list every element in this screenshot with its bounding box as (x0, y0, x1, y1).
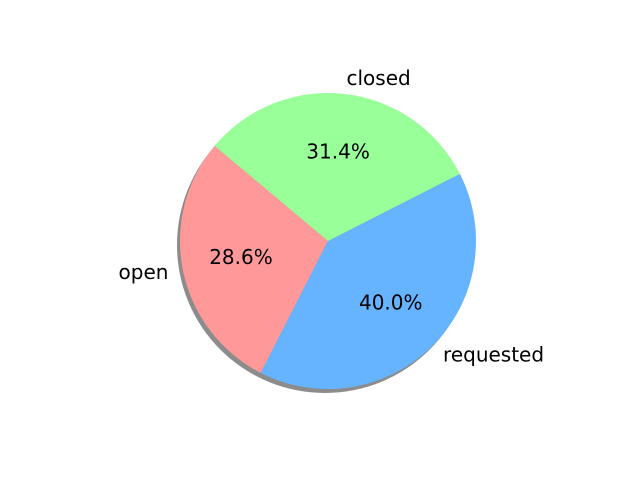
pie-labels: open 28.6% requested 40.0% closed 31.4% (119, 66, 545, 367)
slice-pct-closed: 31.4% (306, 139, 370, 163)
pie-slice-requested (260, 173, 476, 389)
slice-pct-open: 28.6% (209, 245, 273, 269)
pie-slice-closed (214, 93, 460, 241)
slice-label-open: open (119, 260, 169, 284)
slice-label-closed: closed (346, 66, 410, 90)
slice-label-requested: requested (443, 343, 544, 367)
slice-pct-requested: 40.0% (359, 290, 423, 314)
pie-slice-open (179, 145, 328, 373)
pie-slices (179, 93, 476, 389)
